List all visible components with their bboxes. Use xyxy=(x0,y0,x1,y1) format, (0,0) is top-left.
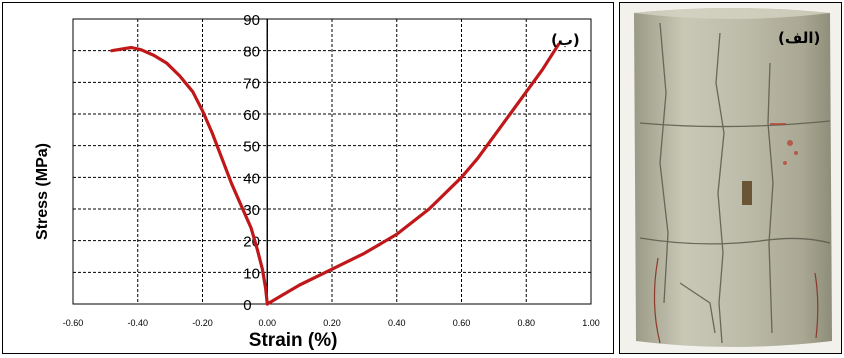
strain-gauge xyxy=(742,181,752,205)
y-tick-label: 80 xyxy=(243,44,260,61)
y-tick-label: 90 xyxy=(243,12,260,29)
concrete-cylinder xyxy=(634,8,832,347)
red-markings xyxy=(770,123,798,165)
y-tick-label: 70 xyxy=(243,75,260,92)
x-tick-label: 0.60 xyxy=(453,318,471,328)
specimen-photo xyxy=(620,3,841,353)
y-tick-label: 10 xyxy=(243,265,260,282)
x-tick-label: 0.20 xyxy=(323,318,341,328)
y-tick-label: 40 xyxy=(243,170,260,187)
y-tick-label: 30 xyxy=(243,202,260,219)
stress-strain-line xyxy=(265,42,561,306)
x-tick-label: -0.60 xyxy=(63,318,84,328)
y-tick-label: 50 xyxy=(243,139,260,156)
chart-panel-label: (ب) xyxy=(551,31,580,49)
x-tick-label: 0.80 xyxy=(517,318,535,328)
y-tick-label: 0 xyxy=(243,297,251,314)
x-tick-label: -0.20 xyxy=(192,318,213,328)
stress-strain-line xyxy=(110,45,269,306)
x-tick-label: 0.00 xyxy=(258,318,276,328)
crack-lines xyxy=(639,22,831,344)
y-axis-title: Stress (MPa) xyxy=(34,143,51,240)
y-tick-label: 60 xyxy=(243,107,260,124)
x-axis-title: Strain (%) xyxy=(249,330,338,351)
x-tick-label: 1.00 xyxy=(582,318,600,328)
chart-panel: 0 10 20 30 40 50 60 70 80 90 -0.60 -0.40 -0.20 0.00 0.… xyxy=(2,2,614,354)
photo-panel-label: (الف) xyxy=(778,29,821,47)
photo-panel: (الف) xyxy=(619,2,842,354)
x-tick-label: 0.40 xyxy=(388,318,406,328)
x-tick-label: -0.40 xyxy=(127,318,148,328)
